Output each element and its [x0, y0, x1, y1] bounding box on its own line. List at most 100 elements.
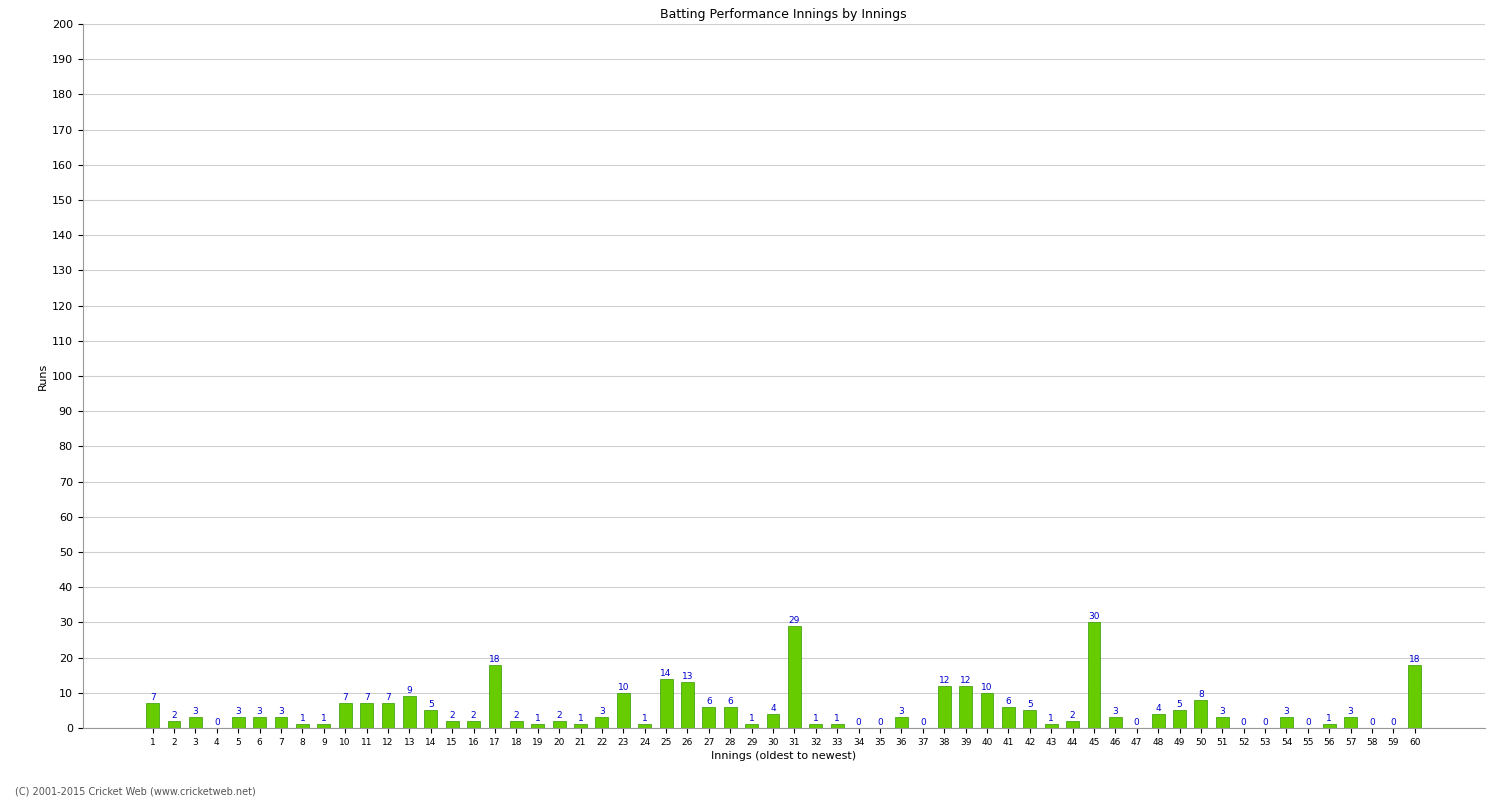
- Bar: [1108, 718, 1122, 728]
- Text: 1: 1: [834, 714, 840, 723]
- Bar: [424, 710, 436, 728]
- Text: 0: 0: [855, 718, 861, 727]
- Text: 2: 2: [513, 711, 519, 720]
- Bar: [981, 693, 993, 728]
- Text: 1: 1: [321, 714, 327, 723]
- Text: 3: 3: [1348, 707, 1353, 716]
- Bar: [681, 682, 694, 728]
- Text: 5: 5: [1028, 700, 1032, 710]
- Text: 0: 0: [214, 718, 219, 727]
- Text: 10: 10: [981, 682, 993, 692]
- Bar: [1066, 721, 1078, 728]
- Bar: [788, 626, 801, 728]
- Bar: [446, 721, 459, 728]
- Text: 7: 7: [363, 694, 369, 702]
- Text: 3: 3: [898, 707, 904, 716]
- Bar: [531, 725, 544, 728]
- Text: 3: 3: [278, 707, 284, 716]
- Bar: [746, 725, 758, 728]
- Bar: [189, 718, 202, 728]
- Bar: [938, 686, 951, 728]
- Y-axis label: Runs: Runs: [38, 362, 48, 390]
- Text: 7: 7: [386, 694, 392, 702]
- Text: 5: 5: [1176, 700, 1182, 710]
- Bar: [1002, 707, 1016, 728]
- Bar: [296, 725, 309, 728]
- Text: 1: 1: [1326, 714, 1332, 723]
- Text: 0: 0: [1240, 718, 1246, 727]
- Text: 0: 0: [1134, 718, 1140, 727]
- Bar: [574, 725, 586, 728]
- Text: 3: 3: [1220, 707, 1226, 716]
- Bar: [274, 718, 288, 728]
- Text: 1: 1: [748, 714, 754, 723]
- Bar: [831, 725, 843, 728]
- Text: 7: 7: [150, 694, 156, 702]
- Text: 3: 3: [236, 707, 242, 716]
- Text: 30: 30: [1088, 612, 1100, 622]
- Text: 5: 5: [427, 700, 433, 710]
- Text: 2: 2: [471, 711, 477, 720]
- Text: 0: 0: [1305, 718, 1311, 727]
- Bar: [318, 725, 330, 728]
- Text: 12: 12: [939, 676, 950, 685]
- Bar: [339, 703, 351, 728]
- Bar: [1344, 718, 1358, 728]
- Text: 4: 4: [1155, 704, 1161, 713]
- Bar: [810, 725, 822, 728]
- Text: 12: 12: [960, 676, 972, 685]
- Bar: [724, 707, 736, 728]
- Text: 9: 9: [406, 686, 412, 695]
- Bar: [510, 721, 524, 728]
- Text: 1: 1: [813, 714, 819, 723]
- Text: 2: 2: [450, 711, 454, 720]
- Bar: [232, 718, 244, 728]
- Bar: [254, 718, 266, 728]
- Text: 0: 0: [1390, 718, 1396, 727]
- Bar: [1408, 665, 1422, 728]
- Bar: [1088, 622, 1101, 728]
- Bar: [639, 725, 651, 728]
- Text: 1: 1: [536, 714, 540, 723]
- Text: 6: 6: [706, 697, 712, 706]
- Text: 0: 0: [920, 718, 926, 727]
- Text: 3: 3: [1284, 707, 1290, 716]
- Text: 0: 0: [1370, 718, 1376, 727]
- Text: 3: 3: [256, 707, 262, 716]
- Bar: [1152, 714, 1164, 728]
- X-axis label: Innings (oldest to newest): Innings (oldest to newest): [711, 751, 856, 761]
- Bar: [360, 703, 374, 728]
- Bar: [1023, 710, 1036, 728]
- Text: 7: 7: [342, 694, 348, 702]
- Text: 2: 2: [556, 711, 562, 720]
- Text: 6: 6: [728, 697, 734, 706]
- Bar: [1280, 718, 1293, 728]
- Text: 3: 3: [598, 707, 604, 716]
- Text: 2: 2: [171, 711, 177, 720]
- Text: 6: 6: [1005, 697, 1011, 706]
- Text: 4: 4: [770, 704, 776, 713]
- Bar: [596, 718, 609, 728]
- Bar: [1323, 725, 1335, 728]
- Bar: [1044, 725, 1058, 728]
- Text: 1: 1: [642, 714, 648, 723]
- Bar: [1194, 700, 1208, 728]
- Text: 8: 8: [1198, 690, 1204, 698]
- Bar: [616, 693, 630, 728]
- Bar: [552, 721, 566, 728]
- Bar: [766, 714, 780, 728]
- Text: 1: 1: [1048, 714, 1054, 723]
- Text: 3: 3: [192, 707, 198, 716]
- Text: 18: 18: [489, 654, 501, 663]
- Text: 14: 14: [660, 669, 672, 678]
- Bar: [147, 703, 159, 728]
- Text: 2: 2: [1070, 711, 1076, 720]
- Text: 29: 29: [789, 616, 800, 625]
- Bar: [702, 707, 715, 728]
- Text: 1: 1: [300, 714, 306, 723]
- Text: (C) 2001-2015 Cricket Web (www.cricketweb.net): (C) 2001-2015 Cricket Web (www.cricketwe…: [15, 786, 255, 796]
- Bar: [896, 718, 908, 728]
- Bar: [489, 665, 501, 728]
- Bar: [1216, 718, 1228, 728]
- Text: 18: 18: [1408, 654, 1420, 663]
